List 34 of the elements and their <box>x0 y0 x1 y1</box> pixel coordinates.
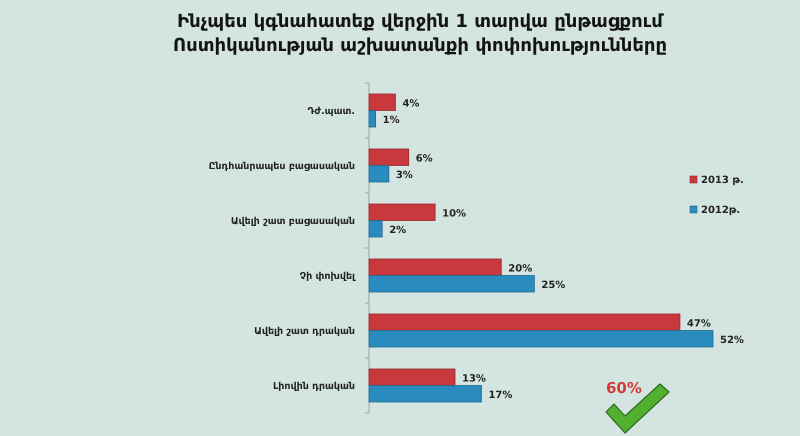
data-label: 10% <box>442 208 466 220</box>
annotation: 60% <box>606 379 642 397</box>
data-label: 3% <box>396 170 413 181</box>
data-label: 1% <box>382 114 400 126</box>
data-label: 47% <box>686 318 711 330</box>
bar <box>368 220 383 238</box>
data-label: 2% <box>389 224 406 236</box>
data-label: 6% <box>416 153 433 164</box>
chart-title: Ինչպես կգնահատեք վերջին 1 տարվա ընթացքում Ոստիկանության աշխատանքի փոփոխությունները <box>172 11 668 56</box>
data-label: 25% <box>541 280 566 291</box>
y-tick-label: Դժ.պատ. <box>307 106 355 117</box>
bar <box>368 165 390 182</box>
y-tick-label: Լիովին դրական <box>273 381 355 392</box>
legend-label: 2013 թ. <box>701 175 744 186</box>
bar <box>368 148 410 166</box>
bar <box>368 110 376 128</box>
data-label: 4% <box>402 98 420 110</box>
bar <box>368 275 535 292</box>
y-tick-label: Ընդհանրապես բացասական <box>208 161 355 172</box>
y-tick-label: Ավելի շատ բացասական <box>230 216 355 227</box>
bar <box>368 94 396 111</box>
bar <box>368 330 714 348</box>
data-label: 13% <box>462 373 486 384</box>
y-tick-label: Չի փոխվել <box>300 271 356 282</box>
legend-label: 2012թ. <box>701 205 740 216</box>
bar <box>368 385 482 402</box>
bar <box>368 204 436 221</box>
data-label: 20% <box>508 263 532 274</box>
bar <box>368 258 502 276</box>
y-tick-label: Ավելի շատ դրական <box>254 326 355 337</box>
data-label: 52% <box>720 334 744 346</box>
bar <box>368 368 456 386</box>
data-label: 17% <box>488 390 512 401</box>
bar <box>368 314 680 331</box>
